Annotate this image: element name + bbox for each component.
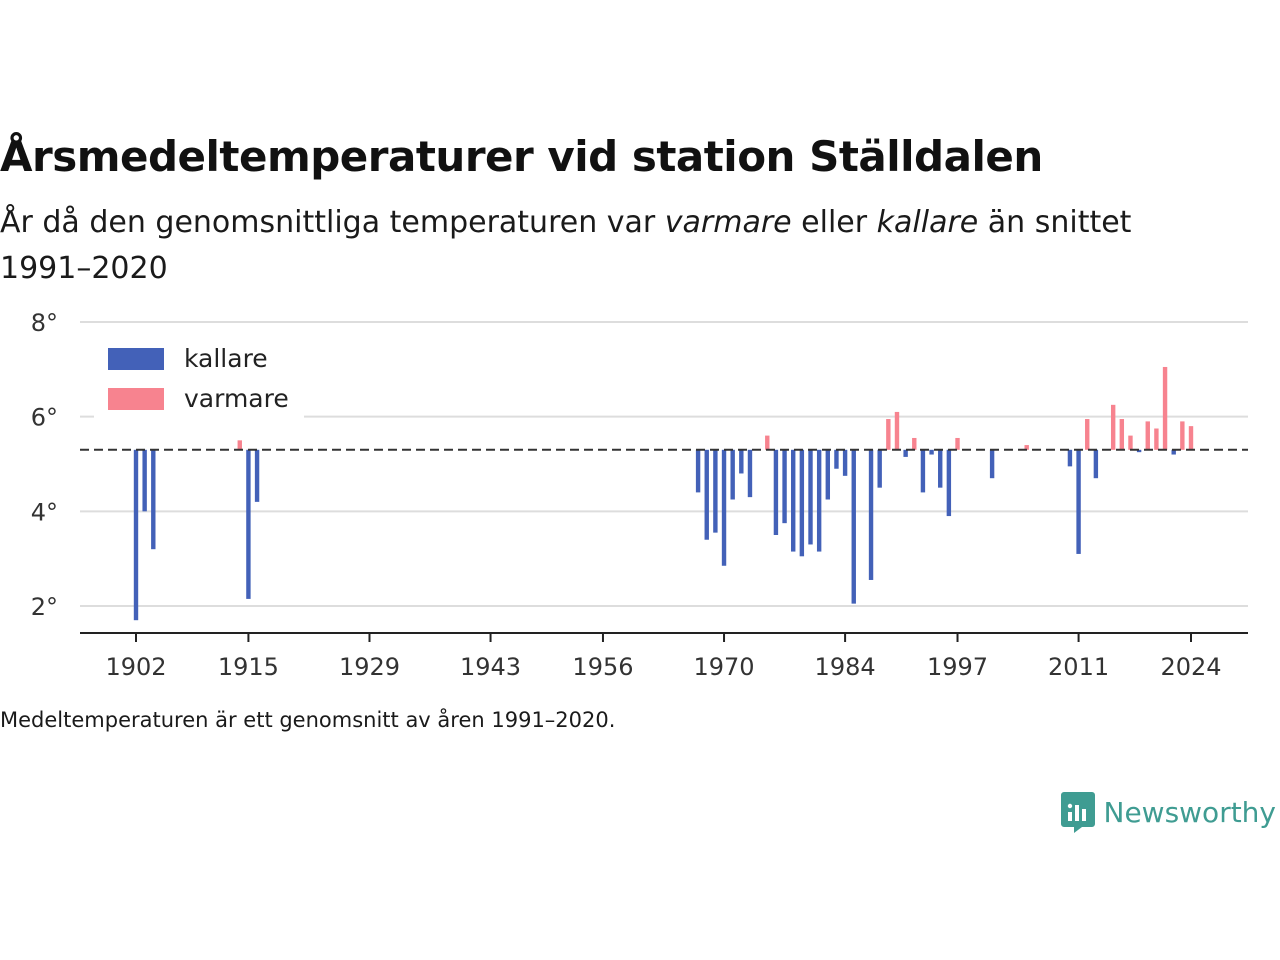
subtitle-warm-word: varmare	[664, 205, 792, 240]
bar-cold-1983	[834, 449, 839, 469]
bar-cold-1994	[929, 449, 934, 455]
bar-warm-2021	[1162, 366, 1168, 450]
bar-cold-1991	[903, 449, 908, 457]
bar-cold-1969	[713, 449, 718, 533]
bar-cold-1903	[142, 449, 147, 512]
bar-cold-2010	[1067, 449, 1073, 467]
subtitle-text-2: eller	[791, 205, 877, 240]
bar-warm-1990	[894, 411, 900, 450]
chart-title: Årsmedeltemperaturer vid station Ställda…	[0, 132, 1043, 181]
legend-swatch-varmare	[108, 388, 164, 410]
bar-warm-2024	[1188, 426, 1194, 450]
bar-cold-1978	[791, 449, 796, 552]
bars	[133, 366, 1194, 621]
bar-cold-1985	[851, 449, 856, 604]
bar-cold-2013	[1093, 449, 1099, 479]
x-tick-label: 1929	[339, 653, 400, 681]
bar-cold-1902	[133, 449, 139, 621]
subtitle-cold-word: kallare	[876, 205, 979, 240]
bar-cold-1972	[739, 449, 744, 474]
bar-cold-1916	[254, 449, 260, 502]
bar-cold-1995	[938, 449, 943, 488]
x-tick-label: 1902	[105, 653, 166, 681]
brand-name: Newsworthy	[1103, 795, 1277, 829]
bar-warm-2005	[1024, 445, 1029, 450]
x-tick-label: 2024	[1160, 653, 1221, 681]
bar-cold-2022	[1171, 449, 1176, 455]
x-tick-label: 1997	[927, 653, 988, 681]
x-tick-label: 1984	[815, 653, 876, 681]
x-tick-label: 1970	[693, 653, 754, 681]
brand-logo: Newsworthy	[1060, 790, 1277, 834]
bar-warm-1997	[955, 437, 960, 450]
legend: kallare varmare	[94, 336, 304, 420]
footnote: Medeltemperaturen är ett genomsnitt av å…	[0, 708, 616, 732]
bar-warm-1975	[765, 435, 770, 450]
bar-warm-2015	[1110, 404, 1116, 450]
bar-cold-1967	[695, 449, 701, 493]
bar-warm-2019	[1145, 421, 1150, 450]
bar-cold-2011	[1076, 449, 1081, 554]
bar-cold-1984	[842, 449, 848, 476]
temperature-bar-chart: 2° 4° 6° 8° 1902 1915 1929 1943 1956 1970 1984 199…	[31, 309, 1248, 681]
y-axis-labels: 2° 4° 6° 8°	[31, 309, 58, 621]
y-tick-label: 4°	[31, 498, 58, 526]
grid-lines	[80, 321, 1248, 607]
legend-swatch-kallare	[108, 348, 164, 370]
bar-warm-2016	[1119, 419, 1125, 450]
bar-cold-1968	[704, 449, 709, 540]
bar-cold-1915	[246, 449, 251, 599]
bar-warm-1989	[886, 419, 891, 450]
bar-warm-1914	[237, 440, 242, 450]
bar-warm-2017	[1128, 435, 1133, 450]
bar-cold-1971	[730, 449, 735, 500]
x-tick-label: 1915	[218, 653, 279, 681]
bar-cold-1987	[868, 449, 874, 580]
subtitle-text-3: än snittet 1991–2020	[0, 205, 1132, 286]
bar-cold-1981	[816, 449, 822, 552]
bar-cold-1993	[920, 449, 926, 493]
bar-warm-2020	[1154, 428, 1159, 450]
y-tick-label: 8°	[31, 309, 58, 337]
bar-cold-1982	[825, 449, 831, 500]
bar-cold-1973	[747, 449, 753, 498]
bar-cold-2018	[1136, 449, 1142, 453]
x-axis-ticks: 1902 1915 1929 1943 1956 1970 1984 1997 2011 2024	[105, 633, 1222, 681]
bar-warm-1992	[912, 437, 917, 450]
bar-cold-1977	[782, 449, 787, 524]
x-tick-label: 1956	[572, 653, 633, 681]
bar-cold-1904	[151, 449, 156, 550]
bar-cold-1976	[773, 449, 779, 535]
x-tick-label: 1943	[460, 653, 521, 681]
y-tick-label: 2°	[31, 593, 58, 621]
bar-cold-2001	[989, 449, 995, 479]
legend-label-kallare: kallare	[184, 344, 268, 373]
bar-cold-1996	[946, 449, 952, 517]
chart-subtitle: År då den genomsnittliga temperaturen va…	[0, 200, 1200, 292]
bar-cold-1979	[799, 449, 805, 557]
bar-cold-1988	[877, 449, 882, 488]
bar-cold-1970	[721, 449, 727, 566]
y-tick-label: 6°	[31, 404, 58, 432]
newsworthy-logo-icon	[1060, 792, 1095, 833]
legend-label-varmare: varmare	[184, 384, 289, 413]
bar-warm-2023	[1180, 421, 1185, 450]
subtitle-text-1: År då den genomsnittliga temperaturen va…	[0, 205, 665, 240]
bar-warm-2012	[1085, 419, 1090, 450]
bar-cold-1980	[808, 449, 813, 545]
x-tick-label: 2011	[1048, 653, 1109, 681]
